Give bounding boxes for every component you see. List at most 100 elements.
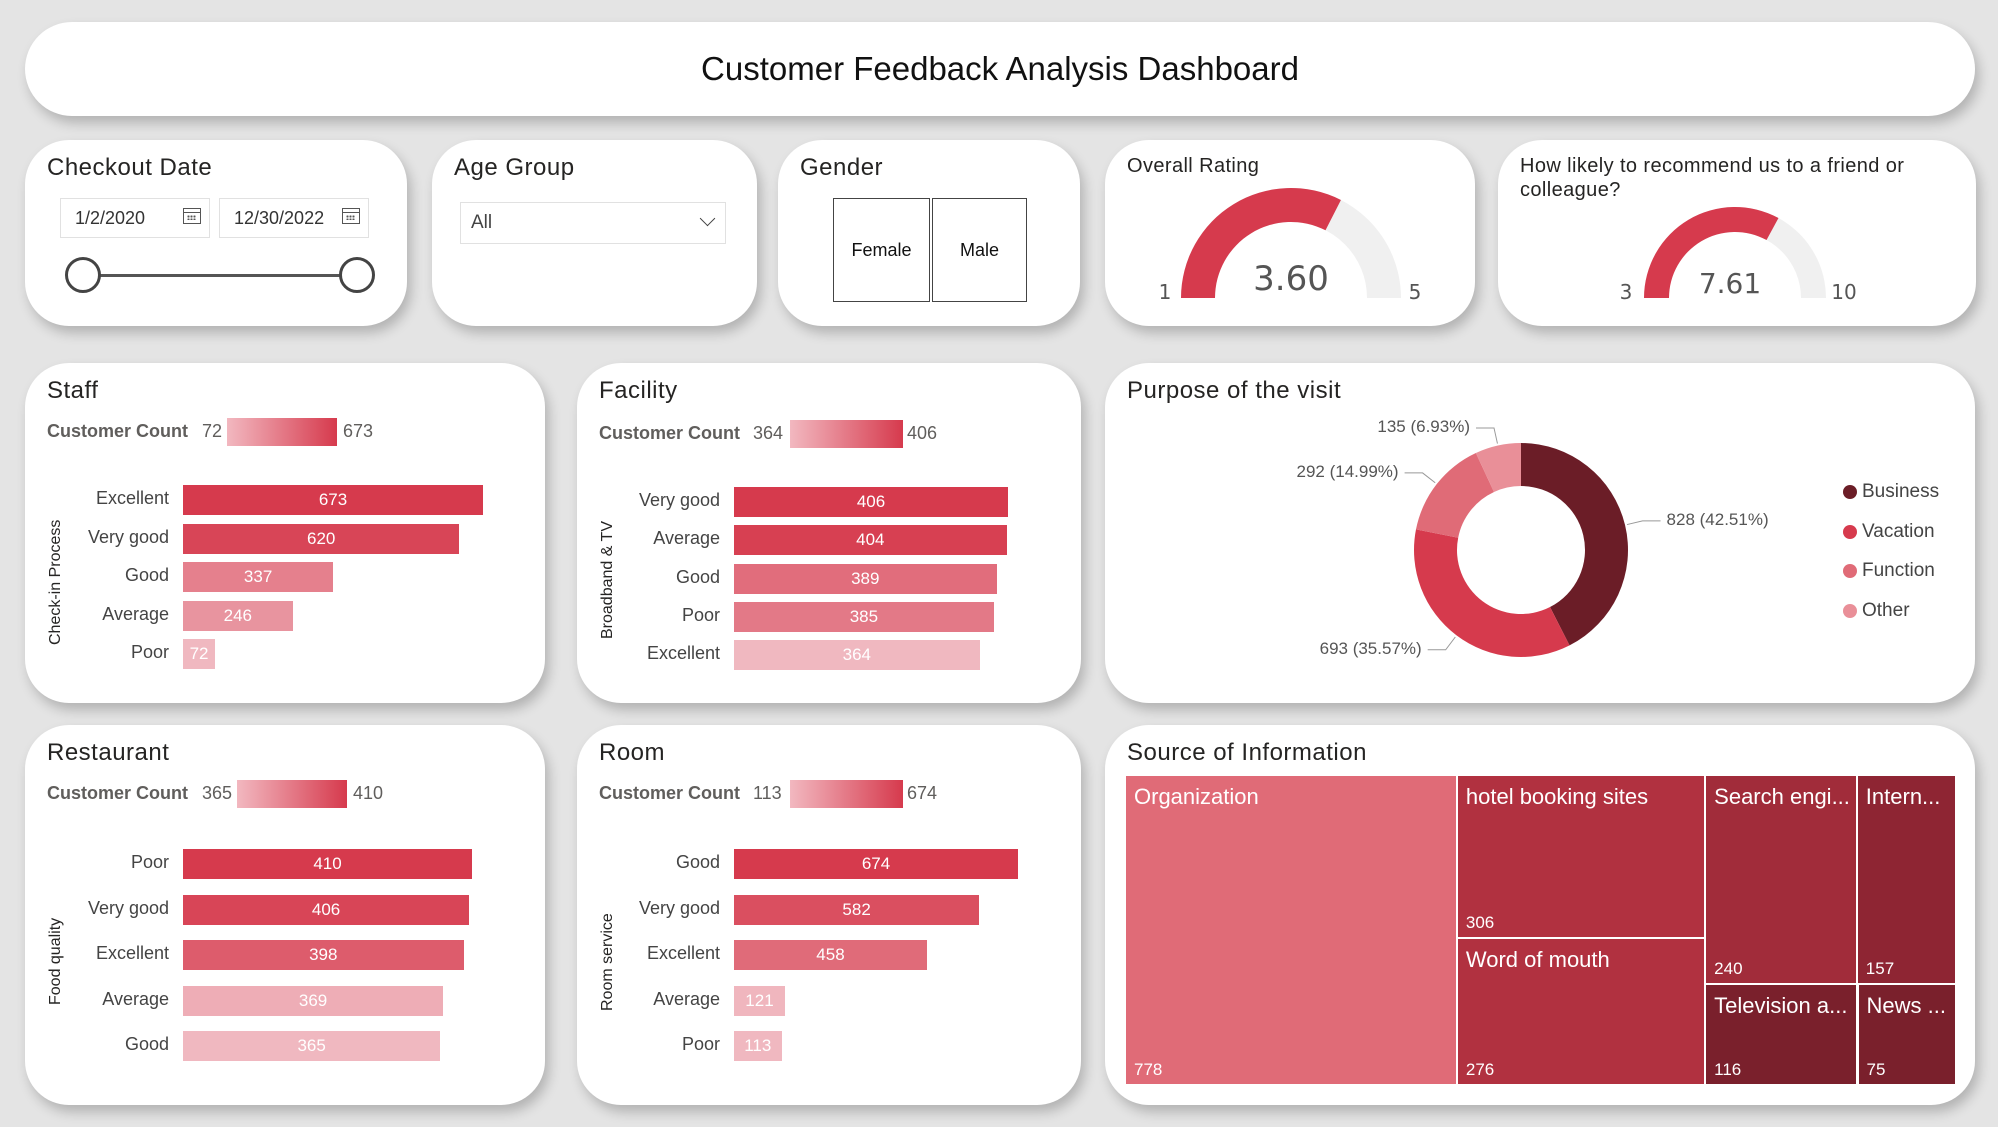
bar-row[interactable]: Good 337	[125, 562, 483, 592]
date-range-start-handle[interactable]	[65, 257, 101, 293]
donut-data-label: 693 (35.57%)	[1319, 638, 1422, 658]
bar-row[interactable]: Excellent 364	[647, 640, 1008, 671]
bar[interactable]	[734, 640, 980, 671]
bar-row[interactable]: Excellent 458	[647, 940, 1018, 970]
treemap-tile-value: 306	[1465, 912, 1495, 932]
treemap-tile[interactable]: Word of mouth 276	[1456, 937, 1706, 1085]
treemap-tile-label: Intern...	[1865, 784, 1941, 809]
calendar-icon[interactable]	[342, 208, 360, 224]
bar[interactable]	[183, 639, 216, 669]
bar[interactable]	[734, 563, 997, 594]
legend-item[interactable]: Vacation	[1843, 521, 1935, 543]
treemap-tile[interactable]: Search engi... 240	[1705, 775, 1857, 985]
treemap-tile-value: 75	[1866, 1059, 1886, 1079]
customer-count-gradient	[790, 420, 903, 448]
bar[interactable]	[734, 487, 1008, 517]
legend-label: Other	[1862, 599, 1910, 621]
treemap-tile[interactable]: Organization 778	[1125, 775, 1457, 1085]
date-range-end-handle[interactable]	[339, 257, 375, 293]
treemap-tile-label: hotel booking sites	[1465, 784, 1649, 809]
customer-count-max: 410	[353, 783, 384, 803]
bar-value-label: 113	[744, 1036, 772, 1055]
bar[interactable]	[734, 601, 994, 632]
gender-title: Gender	[800, 154, 884, 181]
source-card: Source of Information Organization 778 hot…	[1105, 725, 1975, 1105]
bar[interactable]	[734, 894, 980, 925]
end-date-input[interactable]: 12/30/2022	[219, 198, 369, 238]
bar-row[interactable]: Poor 72	[131, 639, 483, 669]
bar[interactable]	[734, 985, 785, 1016]
bar-row[interactable]: Average 404	[653, 525, 1008, 556]
bar-row[interactable]: Average 369	[102, 985, 472, 1016]
age-group-dropdown[interactable]: All	[460, 202, 726, 244]
legend-item[interactable]: Function	[1843, 560, 1935, 582]
treemap-tile[interactable]: Television a... 116	[1705, 984, 1858, 1085]
legend-item[interactable]: Business	[1843, 481, 1939, 503]
bar-category-label: Average	[102, 988, 169, 1009]
legend-label: Business	[1862, 481, 1940, 502]
staff-title: Staff	[47, 377, 99, 404]
bar-row[interactable]: Very good 406	[639, 487, 1008, 517]
checkout-date-slicer: Checkout Date 1/2/2020 12/30/2022	[25, 140, 407, 326]
bar[interactable]	[734, 525, 1007, 556]
start-date-input[interactable]: 1/2/2020	[60, 198, 210, 238]
treemap-tile[interactable]: Intern... 157	[1856, 775, 1956, 985]
bar-row[interactable]: Average 121	[653, 985, 1018, 1016]
bar-row[interactable]: Very good 406	[88, 894, 472, 925]
donut-slice[interactable]	[1414, 529, 1570, 658]
bar-value-label: 385	[849, 606, 879, 626]
customer-count-gradient	[790, 780, 903, 808]
treemap-tile-value: 778	[1134, 1060, 1163, 1079]
treemap-tile-label: Television a...	[1714, 993, 1848, 1019]
gender-tile-female[interactable]: Female	[833, 198, 930, 302]
gauge-max-label: 5	[1409, 280, 1422, 304]
treemap-tile[interactable]: News ... 75	[1857, 984, 1956, 1085]
bar-row[interactable]: Excellent 673	[96, 485, 483, 515]
donut-slice[interactable]	[1475, 443, 1521, 492]
donut-slice[interactable]	[1521, 443, 1628, 646]
bar-row[interactable]: Poor 113	[682, 1031, 1018, 1061]
bar[interactable]	[734, 940, 927, 970]
bar-category-label: Excellent	[95, 488, 169, 508]
bar-row[interactable]: Good 674	[676, 849, 1018, 879]
bar[interactable]	[734, 1031, 782, 1061]
calendar-icon[interactable]	[183, 208, 201, 224]
dashboard-title: Customer Feedback Analysis Dashboard	[701, 50, 1299, 87]
bar-row[interactable]: Poor 385	[682, 601, 1008, 632]
bar[interactable]	[183, 894, 470, 925]
bar[interactable]	[183, 485, 483, 515]
bar-row[interactable]: Very good 582	[639, 894, 1018, 925]
bar[interactable]	[734, 849, 1018, 879]
legend-item[interactable]: Other	[1843, 600, 1910, 622]
bar-row[interactable]: Very good 620	[88, 523, 483, 554]
gender-slicer: Gender Female Male	[778, 140, 1080, 326]
bar-row[interactable]: Good 365	[125, 1031, 472, 1061]
source-title: Source of Information	[1127, 739, 1367, 766]
bar[interactable]	[183, 849, 472, 879]
bar-value-label: 406	[311, 899, 341, 919]
bar-category-label: Excellent	[95, 943, 169, 963]
treemap-tile[interactable]: hotel booking sites 306	[1456, 775, 1706, 938]
donut-data-label: 828 (42.51%)	[1666, 509, 1769, 529]
bar-value-label: 246	[223, 605, 253, 625]
leader-line	[1626, 520, 1661, 526]
bar-row[interactable]: Average 246	[102, 600, 483, 631]
bar[interactable]	[183, 523, 460, 554]
gauge-min-label: 1	[1159, 280, 1172, 304]
bar-category-label: Poor	[130, 852, 169, 872]
bar[interactable]	[183, 940, 464, 970]
gender-tile-male[interactable]: Male	[932, 198, 1027, 302]
legend-label: Function	[1862, 560, 1935, 581]
date-range-track[interactable]	[83, 274, 363, 277]
axis-title: Room service	[599, 913, 616, 1011]
bar[interactable]	[183, 600, 293, 631]
bar[interactable]	[183, 985, 444, 1016]
bar-category-label: Average	[102, 603, 169, 624]
bar[interactable]	[183, 562, 334, 592]
gauge-value-label: 7.61	[1699, 267, 1761, 300]
bar[interactable]	[183, 1031, 441, 1061]
bar-row[interactable]: Good 389	[676, 563, 1008, 594]
donut-slice[interactable]	[1415, 452, 1495, 538]
bar-row[interactable]: Excellent 398	[96, 940, 472, 970]
bar-row[interactable]: Poor 410	[131, 849, 472, 879]
